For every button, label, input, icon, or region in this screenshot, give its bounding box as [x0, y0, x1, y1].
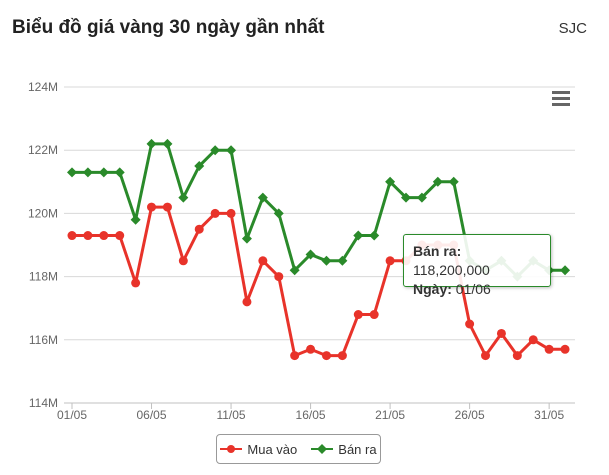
data-point-sell[interactable] [257, 192, 268, 203]
legend-label-sell: Bán ra [338, 441, 377, 457]
data-point-buy[interactable] [83, 231, 93, 241]
x-tick-label: 21/05 [375, 408, 405, 422]
data-point-buy[interactable] [465, 319, 475, 329]
legend-item-buy[interactable]: Mua vào [220, 442, 297, 457]
tooltip-label-date: Ngày: [413, 281, 452, 297]
y-axis-ticks: 114M 116M 118M 120M 122M 124M [28, 80, 58, 410]
chart-legend: Mua vào Bán ra [216, 434, 381, 464]
x-tick-label: 01/05 [57, 408, 87, 422]
data-point-buy[interactable] [131, 278, 141, 288]
data-point-sell[interactable] [321, 255, 332, 266]
data-point-sell[interactable] [194, 161, 205, 171]
data-point-buy[interactable] [226, 208, 236, 218]
data-point-buy[interactable] [369, 310, 379, 320]
data-point-buy[interactable] [274, 272, 284, 282]
data-point-sell[interactable] [416, 192, 427, 203]
x-tick-label: 31/05 [534, 408, 564, 422]
x-tick-label: 06/05 [137, 408, 167, 422]
data-point-buy[interactable] [147, 202, 157, 212]
y-tick-label: 118M [29, 270, 58, 284]
source-label: SJC [558, 20, 587, 37]
data-point-sell[interactable] [273, 208, 284, 219]
data-point-buy[interactable] [353, 310, 363, 320]
data-point-sell[interactable] [130, 214, 141, 225]
data-point-sell[interactable] [241, 233, 252, 244]
data-point-buy[interactable] [162, 202, 172, 212]
legend-item-sell[interactable]: Bán ra [311, 441, 377, 457]
data-point-sell[interactable] [448, 176, 459, 187]
data-point-sell[interactable] [162, 138, 173, 149]
data-point-buy[interactable] [258, 256, 268, 266]
hamburger-menu-icon[interactable] [550, 88, 572, 108]
data-point-buy[interactable] [306, 344, 316, 354]
data-point-buy[interactable] [178, 256, 188, 266]
tooltip-label-price: Bán ra: [413, 243, 462, 259]
data-point-buy[interactable] [321, 351, 331, 361]
legend-marker-sell [311, 444, 334, 454]
data-point-buy[interactable] [512, 351, 522, 361]
data-point-buy[interactable] [481, 351, 491, 361]
data-point-buy[interactable] [99, 231, 109, 241]
y-tick-label: 124M [28, 80, 58, 94]
data-point-buy[interactable] [290, 351, 300, 361]
y-tick-label: 114M [29, 396, 58, 410]
x-tick-label: 26/05 [455, 408, 485, 422]
data-point-sell[interactable] [82, 167, 93, 178]
legend-marker-buy [220, 445, 243, 453]
data-point-sell[interactable] [98, 167, 109, 178]
legend-label-buy: Mua vào [247, 441, 298, 457]
chart-title: Biểu đồ giá vàng 30 ngày gần nhất [12, 17, 325, 38]
data-point-sell[interactable] [369, 230, 380, 241]
data-point-buy[interactable] [242, 297, 252, 307]
tooltip-value-price: 118,200,000 [413, 262, 490, 278]
data-point-buy[interactable] [115, 231, 125, 241]
data-point-buy[interactable] [560, 344, 570, 354]
data-point-sell[interactable] [560, 265, 571, 276]
data-point-sell[interactable] [353, 230, 364, 241]
data-point-buy[interactable] [210, 208, 220, 218]
data-point-sell[interactable] [385, 176, 396, 187]
data-point-buy[interactable] [194, 224, 204, 234]
data-point-buy[interactable] [337, 351, 347, 361]
y-tick-label: 120M [28, 206, 58, 220]
data-point-sell[interactable] [432, 176, 443, 187]
data-point-buy[interactable] [496, 328, 506, 338]
x-tick-label: 16/05 [296, 408, 326, 422]
y-tick-label: 116M [29, 333, 58, 347]
data-point-sell[interactable] [305, 249, 316, 260]
data-tooltip: Bán ra: 118,200,000 Ngày: 01/06 [403, 234, 551, 297]
x-tick-label: 11/05 [216, 408, 245, 422]
data-point-sell[interactable] [114, 167, 125, 178]
y-tick-label: 122M [28, 143, 58, 157]
data-point-sell[interactable] [401, 192, 411, 203]
data-point-sell[interactable] [289, 265, 300, 276]
data-point-sell[interactable] [178, 192, 189, 203]
data-point-sell[interactable] [226, 145, 237, 156]
data-point-sell[interactable] [146, 138, 157, 149]
data-point-buy[interactable] [544, 344, 554, 354]
tooltip-value-date: 01/06 [455, 281, 491, 297]
data-point-sell[interactable] [210, 145, 221, 156]
data-point-sell[interactable] [67, 167, 77, 178]
data-point-buy[interactable] [385, 256, 395, 266]
data-point-buy[interactable] [528, 335, 538, 345]
x-axis-ticks: 01/05 06/05 11/05 16/05 21/05 26/05 31/05 [57, 402, 575, 422]
data-point-buy[interactable] [67, 231, 77, 241]
data-point-sell[interactable] [337, 255, 348, 266]
